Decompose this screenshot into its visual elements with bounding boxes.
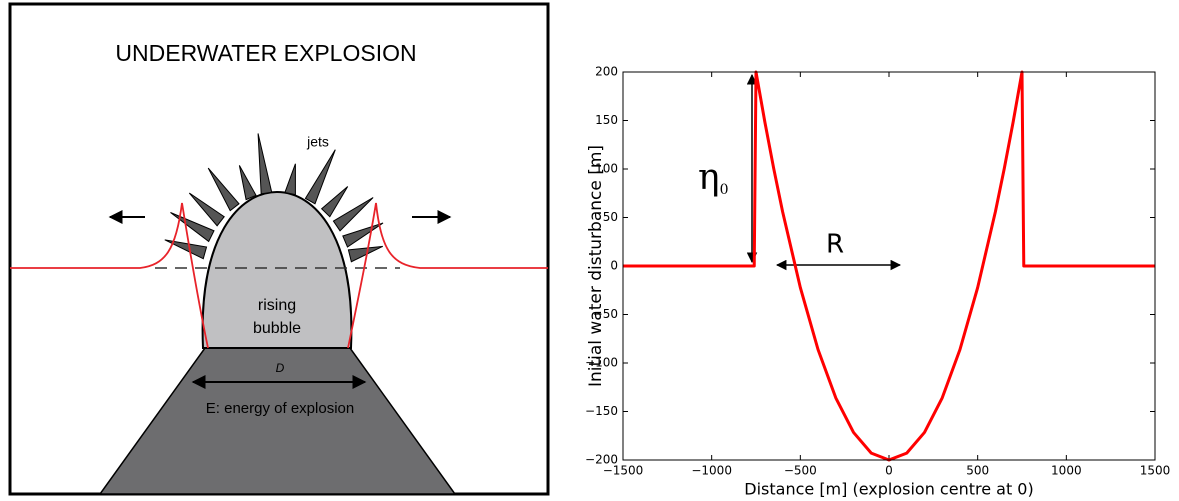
- diagram-title: UNDERWATER EXPLOSION: [115, 40, 416, 66]
- jet: [238, 165, 257, 201]
- jet: [207, 167, 240, 212]
- jet: [164, 239, 208, 260]
- diameter-label: D: [276, 361, 285, 375]
- eta-subscript: 0: [720, 182, 729, 198]
- x-tick-label: −1500: [603, 464, 644, 478]
- jet: [188, 192, 225, 227]
- x-tick-label: 0: [885, 464, 893, 478]
- y-tick-label: 150: [595, 113, 618, 127]
- plot-frame: [622, 71, 1156, 461]
- jet: [320, 186, 349, 218]
- jet: [304, 149, 336, 205]
- wave-right: [347, 202, 548, 349]
- r-annotation: R: [826, 230, 844, 260]
- x-tick-label: 1000: [1051, 464, 1082, 478]
- data-line: [623, 70, 1155, 462]
- y-tick-label: −200: [585, 453, 618, 467]
- jet: [332, 197, 374, 232]
- eta-symbol: η: [698, 157, 720, 198]
- jet: [342, 222, 384, 248]
- x-tick-label: 1500: [1140, 464, 1171, 478]
- energy-label: E: energy of explosion: [206, 400, 354, 417]
- y-tick-label: −100: [585, 356, 618, 370]
- wave-left: [10, 202, 209, 349]
- chart: η0 R −1500 −1000 −500 0 500 1000 1500−200−150−…: [585, 65, 1170, 499]
- jets-label: jets: [306, 134, 329, 150]
- x-tick-label: 500: [966, 464, 989, 478]
- y-tick-label: −50: [593, 307, 618, 321]
- diagram: UNDERWATER EXPLOSION jets rising bubble …: [8, 2, 550, 496]
- x-tick-label: −500: [784, 464, 817, 478]
- y-tick-label: 200: [595, 65, 618, 79]
- x-axis-label: Distance [m] (explosion centre at 0): [744, 480, 1033, 499]
- y-tick-label: 50: [603, 210, 618, 224]
- jet: [284, 163, 296, 196]
- jet: [170, 212, 215, 243]
- bubble-label: bubble: [253, 320, 301, 337]
- eta-annotation: η0: [698, 157, 729, 198]
- jet: [257, 133, 273, 195]
- y-tick-label: 100: [595, 162, 618, 176]
- bubble: [201, 190, 353, 349]
- y-tick-label: 0: [610, 259, 618, 273]
- jets: [164, 133, 384, 263]
- bubble-label: rising: [258, 297, 296, 314]
- x-tick-label: −1000: [691, 464, 732, 478]
- y-axis-label: Initial water disturbance [m]: [586, 145, 606, 387]
- y-tick-label: −150: [585, 404, 618, 418]
